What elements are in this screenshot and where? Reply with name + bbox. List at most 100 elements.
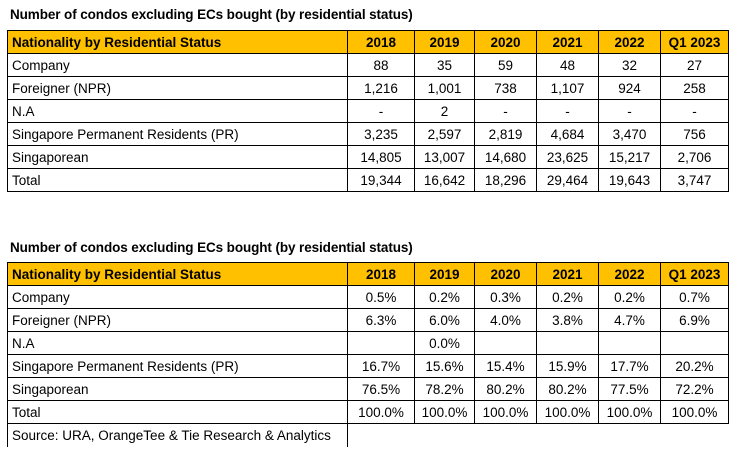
table-cell xyxy=(660,331,729,355)
table-cell: 4.7% xyxy=(598,308,661,332)
table-cell xyxy=(598,331,661,355)
table-row: Foreigner (NPR) 6.3% 6.0% 4.0% 3.8% 4.7% 6.9% xyxy=(7,308,729,332)
table-cell: 48 xyxy=(536,53,599,77)
table-cell: 100.0% xyxy=(347,400,415,424)
header-cell: 2021 xyxy=(536,30,599,54)
row-label: Total xyxy=(7,400,348,424)
table-cell: 35 xyxy=(414,53,475,77)
table-cell: 1,216 xyxy=(347,76,415,100)
table-cell: 0.5% xyxy=(347,285,415,309)
table-row: Company 0.5% 0.2% 0.3% 0.2% 0.2% 0.7% xyxy=(7,285,729,309)
table-cell: 3.8% xyxy=(536,308,599,332)
table-cell: 6.0% xyxy=(414,308,475,332)
header-cell: 2022 xyxy=(598,30,661,54)
table-cell: 1,001 xyxy=(414,76,475,100)
table-cell: 78.2% xyxy=(414,377,475,401)
table-row: Company 88 35 59 48 32 27 xyxy=(7,53,729,77)
table-row: Singapore Permanent Residents (PR) 16.7% 1… xyxy=(7,354,729,378)
row-label: Total xyxy=(7,168,348,192)
table-cell xyxy=(536,331,599,355)
table-row: N.A -2- - - - xyxy=(7,99,729,123)
table-cell: - xyxy=(536,99,599,123)
table-cell: 100.0% xyxy=(474,400,537,424)
table-cell: 32 xyxy=(598,53,661,77)
table2-header: Nationality by Residential Status 2018 2… xyxy=(7,262,729,286)
header-cell: 2019 xyxy=(414,30,475,54)
source-row: Source: URA, OrangeTee & Tie Research & … xyxy=(7,423,729,447)
table-cell: 20.2% xyxy=(660,354,729,378)
table-cell: 0.2% xyxy=(414,285,475,309)
table-cell: 14,680 xyxy=(474,145,537,169)
table-row: Singaporean 76.5% 78.2% 80.2% 80.2% 77.5% 72.2… xyxy=(7,377,729,401)
condo-share-table: Nationality by Residential Status 2018 2… xyxy=(7,262,729,447)
table-cell: 72.2% xyxy=(660,377,729,401)
table-cell: 15,217 xyxy=(598,145,661,169)
row-label: Singaporean xyxy=(7,377,348,401)
table-cell: 29,464 xyxy=(536,168,599,192)
table-cell: 258 xyxy=(660,76,729,100)
table-cell xyxy=(474,331,537,355)
header-cell: Q1 2023 xyxy=(660,262,729,286)
header-cell: 2020 xyxy=(474,30,537,54)
table-cell: 15.9% xyxy=(536,354,599,378)
table-cell: 0.2% xyxy=(598,285,661,309)
table-cell: 19,344 xyxy=(347,168,415,192)
table-cell: 27 xyxy=(660,53,729,77)
table-cell: 100.0% xyxy=(414,400,475,424)
table-cell: 100.0% xyxy=(598,400,661,424)
table-cell: 14,805 xyxy=(347,145,415,169)
table-cell: 2,597 xyxy=(414,122,475,146)
table2-body: Company 0.5% 0.2% 0.3% 0.2% 0.2% 0.7% Foreigner… xyxy=(7,285,729,424)
row-label: Company xyxy=(7,285,348,309)
source-note: Source: URA, OrangeTee & Tie Research & … xyxy=(7,423,348,447)
table-cell: 6.9% xyxy=(660,308,729,332)
table2-title: Number of condos excluding ECs bought (b… xyxy=(10,240,413,255)
table-cell: 19,643 xyxy=(598,168,661,192)
table-cell: 3,470 xyxy=(598,122,661,146)
table-row: Foreigner (NPR) 1,216 1,001 738 1,107 924 258 xyxy=(7,76,729,100)
table-cell: 0.2% xyxy=(536,285,599,309)
table-cell: 18,296 xyxy=(474,168,537,192)
table-cell: 4.0% xyxy=(474,308,537,332)
table-cell: 15.4% xyxy=(474,354,537,378)
header-row: Nationality by Residential Status 2018 2… xyxy=(7,30,729,54)
table-row: Singaporean 14,805 13,007 14,680 23,625 15,21… xyxy=(7,145,729,169)
header-cell: 2019 xyxy=(414,262,475,286)
table-cell: 16.7% xyxy=(347,354,415,378)
header-cell: 2018 xyxy=(347,30,415,54)
row-label: N.A xyxy=(7,331,348,355)
table-cell: 76.5% xyxy=(347,377,415,401)
table-cell: 100.0% xyxy=(536,400,599,424)
header-cell: Q1 2023 xyxy=(660,30,729,54)
header-cell: 2021 xyxy=(536,262,599,286)
table-cell: 59 xyxy=(474,53,537,77)
table-cell: 2,706 xyxy=(660,145,729,169)
table-cell: 13,007 xyxy=(414,145,475,169)
table-cell xyxy=(347,331,415,355)
table1-body: Company 88 35 59 48 32 27 Foreigner (NPR) 1,216 1… xyxy=(7,53,729,192)
table-cell: 17.7% xyxy=(598,354,661,378)
table-row: Total 19,344 16,642 18,296 29,464 19,643 3,747 xyxy=(7,168,729,192)
header-cell: 2020 xyxy=(474,262,537,286)
table-row: N.A 0.0% xyxy=(7,331,729,355)
table-cell: 2 xyxy=(414,99,475,123)
table-cell: 80.2% xyxy=(536,377,599,401)
table-cell: 100.0% xyxy=(660,400,729,424)
row-label: Foreigner (NPR) xyxy=(7,76,348,100)
table-cell: 2,819 xyxy=(474,122,537,146)
row-label: Singaporean xyxy=(7,145,348,169)
header-cell: 2018 xyxy=(347,262,415,286)
row-label: Singapore Permanent Residents (PR) xyxy=(7,122,348,146)
table-row: Singapore Permanent Residents (PR) 3,235 2… xyxy=(7,122,729,146)
table-cell: 924 xyxy=(598,76,661,100)
row-label: Singapore Permanent Residents (PR) xyxy=(7,354,348,378)
table-cell: 0.7% xyxy=(660,285,729,309)
table-cell: - xyxy=(660,99,729,123)
table-cell: 0.0% xyxy=(414,331,475,355)
table-row: Total 100.0% 100.0% 100.0% 100.0% 100.0% 100.0… xyxy=(7,400,729,424)
table-cell: 88 xyxy=(347,53,415,77)
table-cell: 756 xyxy=(660,122,729,146)
table-cell: 77.5% xyxy=(598,377,661,401)
table-cell: 0.3% xyxy=(474,285,537,309)
header-cell: 2022 xyxy=(598,262,661,286)
